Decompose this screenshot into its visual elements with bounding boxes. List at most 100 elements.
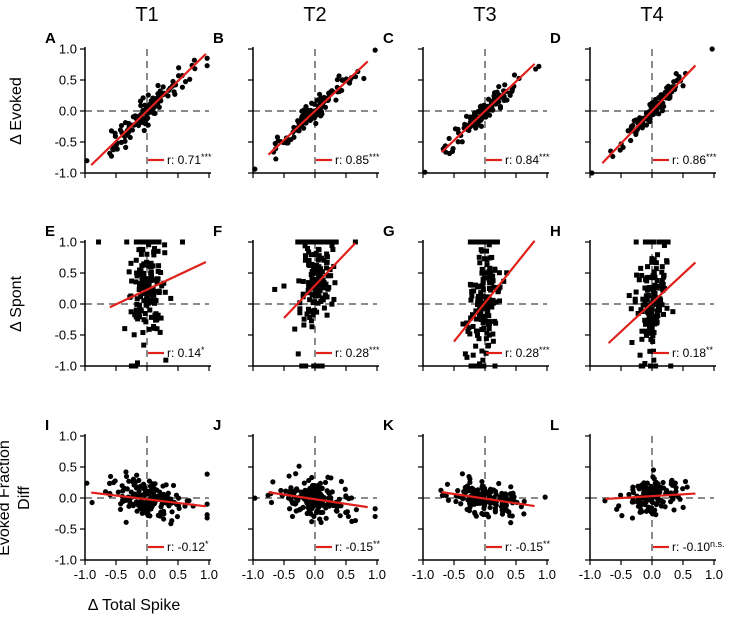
data-point	[158, 315, 164, 321]
data-point	[179, 84, 186, 90]
row-ylabel-text: Δ Evoked	[8, 77, 25, 145]
data-point	[144, 276, 150, 282]
data-point	[272, 286, 278, 292]
data-point	[272, 140, 278, 147]
data-point	[270, 479, 276, 485]
data-point	[328, 273, 334, 279]
data-point	[311, 252, 317, 258]
data-point	[328, 495, 334, 501]
data-point	[337, 513, 343, 519]
data-point	[136, 282, 142, 288]
data-point	[481, 317, 487, 323]
data-point	[496, 270, 502, 276]
data-point	[285, 495, 292, 501]
data-point	[610, 153, 616, 160]
data-point	[204, 515, 210, 521]
data-point	[155, 312, 161, 318]
data-point	[507, 491, 514, 497]
data-point	[278, 487, 284, 494]
x-tick-label: -1.0	[412, 567, 434, 582]
data-point	[315, 275, 321, 281]
panel-i: I 1.0 0.5 0.0 -0.5 -1.0-1.0 -0.5 0.0 0.5 1.0 r: -0…	[45, 417, 218, 582]
data-point	[274, 134, 280, 140]
data-point	[324, 312, 330, 318]
data-point	[646, 312, 652, 318]
data-point	[639, 336, 645, 342]
data-point	[324, 259, 330, 265]
data-point	[646, 274, 652, 280]
data-point	[160, 84, 166, 90]
y-tick-label: 0.5	[59, 73, 77, 88]
data-point	[650, 333, 656, 339]
regression-line	[90, 53, 207, 166]
data-point	[151, 288, 157, 294]
data-point	[493, 491, 499, 497]
data-point	[293, 471, 299, 477]
data-point	[629, 339, 635, 345]
significance-marker: ***	[369, 152, 380, 162]
data-point	[478, 247, 484, 253]
data-point	[162, 242, 168, 248]
data-point	[120, 497, 126, 503]
data-point	[122, 326, 128, 332]
data-point	[460, 496, 466, 502]
y-tick-label: 0.0	[59, 297, 77, 312]
data-point	[466, 325, 472, 331]
data-point	[306, 487, 312, 493]
data-point	[464, 354, 470, 360]
data-point	[493, 320, 499, 326]
significance-marker: ***	[539, 345, 550, 355]
data-point	[306, 477, 312, 484]
significance-marker: *	[201, 345, 205, 355]
data-point	[460, 321, 466, 327]
x-tick-label: 0.5	[507, 567, 525, 582]
data-point	[480, 276, 486, 282]
data-point	[659, 302, 665, 308]
regression-line	[605, 492, 696, 501]
data-point	[444, 481, 451, 487]
data-point	[455, 126, 461, 132]
data-point	[148, 260, 154, 266]
x-tick-label: 0.5	[337, 567, 355, 582]
data-point	[479, 266, 485, 272]
data-point	[148, 273, 154, 279]
data-point	[649, 325, 655, 331]
data-point	[306, 506, 312, 513]
data-point	[134, 499, 140, 506]
data-point	[639, 272, 645, 278]
data-point	[133, 279, 139, 285]
data-point	[493, 299, 499, 305]
data-point	[317, 91, 323, 98]
data-point	[467, 486, 474, 492]
data-point	[106, 480, 113, 486]
data-point	[162, 250, 168, 256]
data-point	[162, 289, 168, 295]
data-point	[660, 311, 666, 317]
data-point	[314, 97, 320, 103]
data-point	[542, 494, 548, 500]
data-point	[466, 473, 472, 480]
data-point	[508, 484, 514, 490]
data-point	[475, 301, 481, 307]
data-point	[119, 483, 125, 489]
data-point	[661, 242, 667, 248]
data-point	[462, 351, 468, 357]
data-point	[445, 497, 452, 503]
data-point	[144, 259, 150, 265]
data-point	[651, 239, 657, 245]
data-point	[152, 246, 158, 252]
regression-line	[268, 491, 368, 509]
regression-line	[283, 242, 357, 319]
data-point	[138, 251, 144, 257]
regression-line	[607, 261, 697, 344]
column-title-t2: T2	[303, 4, 326, 26]
data-point	[285, 138, 291, 144]
data-point	[307, 314, 313, 320]
data-point	[159, 283, 165, 289]
data-point	[315, 266, 321, 272]
data-point	[310, 266, 316, 272]
data-point	[673, 488, 679, 494]
column-title-t1: T1	[135, 4, 158, 26]
data-point	[473, 343, 479, 349]
